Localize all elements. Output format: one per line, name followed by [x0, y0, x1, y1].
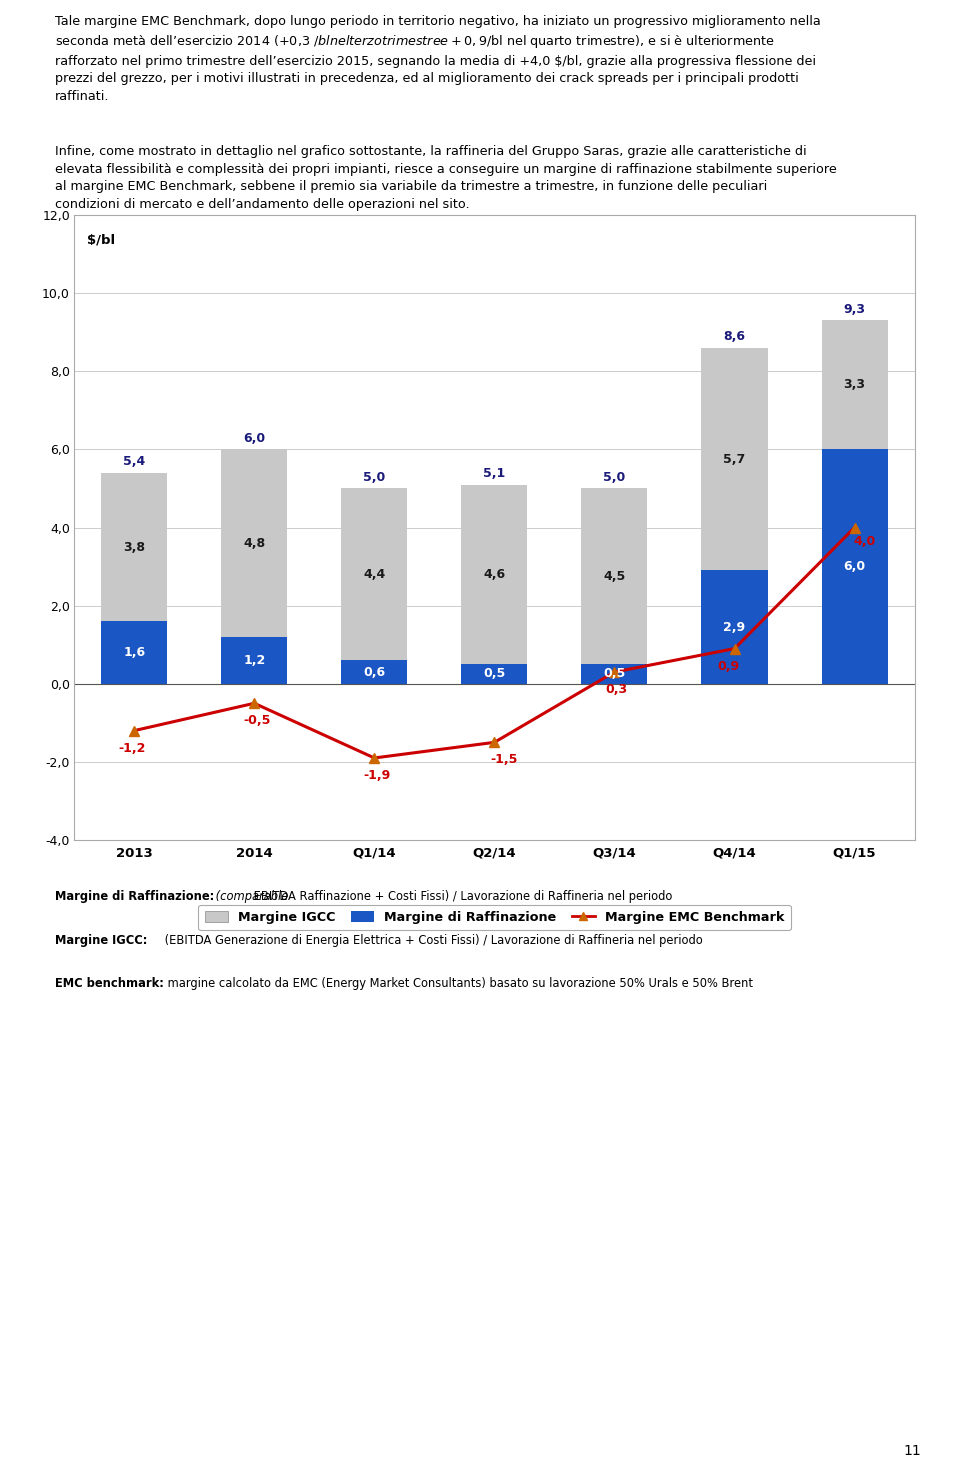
Text: 0,9: 0,9 — [717, 660, 739, 673]
Text: 6,0: 6,0 — [844, 559, 866, 573]
Text: 5,7: 5,7 — [724, 453, 746, 465]
Bar — [342, 489, 407, 660]
Text: 4,4: 4,4 — [363, 568, 386, 582]
Bar — [822, 449, 888, 683]
Text: 0,5: 0,5 — [483, 667, 506, 680]
Text: 4,6: 4,6 — [483, 568, 506, 582]
Bar — [822, 320, 888, 449]
Text: 6,0: 6,0 — [243, 431, 265, 444]
Bar — [702, 348, 768, 570]
Text: 5,1: 5,1 — [483, 466, 506, 480]
Text: 0,5: 0,5 — [603, 667, 626, 680]
Text: 2,9: 2,9 — [724, 620, 746, 633]
Text: Margine IGCC:: Margine IGCC: — [55, 934, 148, 946]
Text: -1,5: -1,5 — [491, 753, 517, 766]
Legend: Margine IGCC, Margine di Raffinazione, Margine EMC Benchmark: Margine IGCC, Margine di Raffinazione, M… — [199, 905, 790, 930]
Bar — [582, 664, 647, 683]
Bar — [101, 472, 167, 621]
Bar — [101, 621, 167, 683]
Bar — [462, 484, 527, 664]
Text: Infine, come mostrato in dettaglio nel grafico sottostante, la raffineria del Gr: Infine, come mostrato in dettaglio nel g… — [55, 145, 837, 211]
Text: -1,2: -1,2 — [118, 741, 146, 754]
Bar — [702, 570, 768, 683]
Text: 5,0: 5,0 — [363, 471, 386, 484]
Text: 5,0: 5,0 — [603, 471, 626, 484]
Text: Tale margine EMC Benchmark, dopo lungo periodo in territorio negativo, ha inizia: Tale margine EMC Benchmark, dopo lungo p… — [55, 15, 821, 103]
Text: EBITDA Raffinazione + Costi Fissi) / Lavorazione di Raffineria nel periodo: EBITDA Raffinazione + Costi Fissi) / Lav… — [251, 890, 673, 903]
Text: 11: 11 — [904, 1445, 922, 1458]
Text: margine calcolato da EMC (Energy Market Consultants) basato su lavorazione 50% U: margine calcolato da EMC (Energy Market … — [164, 977, 753, 990]
Text: EMC benchmark:: EMC benchmark: — [55, 977, 164, 990]
Text: $/bl: $/bl — [86, 233, 115, 246]
Text: 4,0: 4,0 — [853, 536, 876, 548]
Text: 5,4: 5,4 — [123, 455, 145, 468]
Bar — [342, 660, 407, 683]
Text: (comparable: (comparable — [212, 890, 289, 903]
Text: 9,3: 9,3 — [844, 303, 866, 316]
Text: 4,5: 4,5 — [603, 570, 626, 583]
Text: 0,3: 0,3 — [606, 683, 628, 697]
Text: 1,2: 1,2 — [243, 654, 265, 667]
Text: -1,9: -1,9 — [363, 769, 391, 782]
Text: 0,6: 0,6 — [363, 666, 385, 679]
Text: 3,8: 3,8 — [123, 540, 145, 554]
Text: 3,3: 3,3 — [844, 378, 866, 391]
Bar — [582, 489, 647, 664]
Text: (EBITDA Generazione di Energia Elettrica + Costi Fissi) / Lavorazione di Raffine: (EBITDA Generazione di Energia Elettrica… — [161, 934, 703, 946]
Bar — [221, 636, 287, 683]
Text: -0,5: -0,5 — [243, 714, 271, 728]
Bar — [462, 664, 527, 683]
Text: 4,8: 4,8 — [243, 537, 265, 549]
Text: 8,6: 8,6 — [724, 331, 746, 342]
Bar — [221, 449, 287, 636]
Text: Margine di Raffinazione:: Margine di Raffinazione: — [55, 890, 214, 903]
Text: 1,6: 1,6 — [123, 646, 145, 658]
